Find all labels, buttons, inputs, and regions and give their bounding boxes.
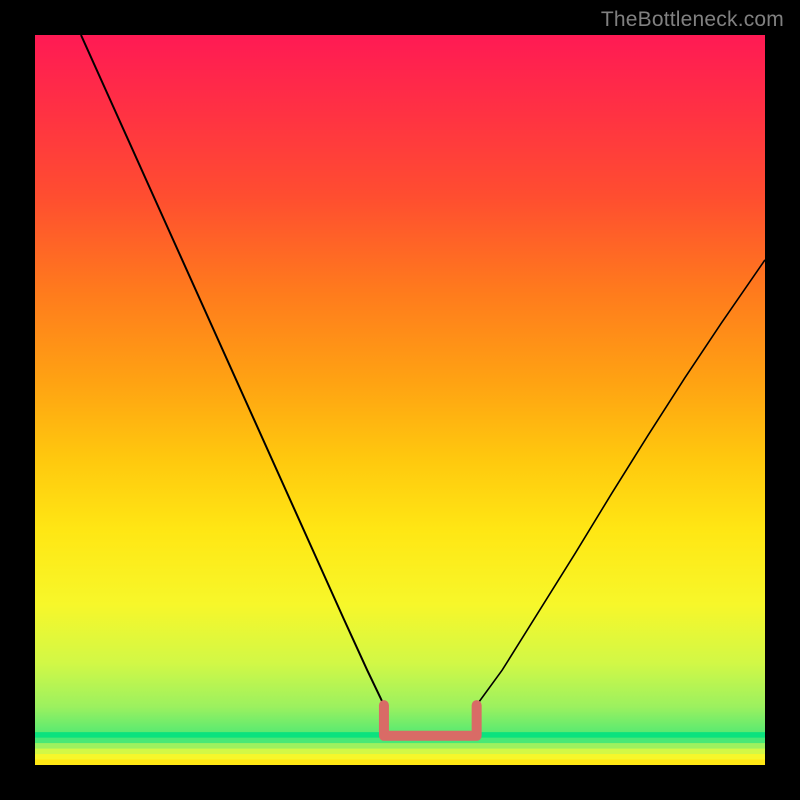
gradient-background: [35, 35, 765, 765]
chart-container: TheBottleneck.com: [0, 0, 800, 800]
plot-area: [35, 35, 765, 765]
plot-svg: [35, 35, 765, 765]
bottom-stripe: [35, 760, 765, 765]
watermark-text: TheBottleneck.com: [601, 8, 784, 32]
